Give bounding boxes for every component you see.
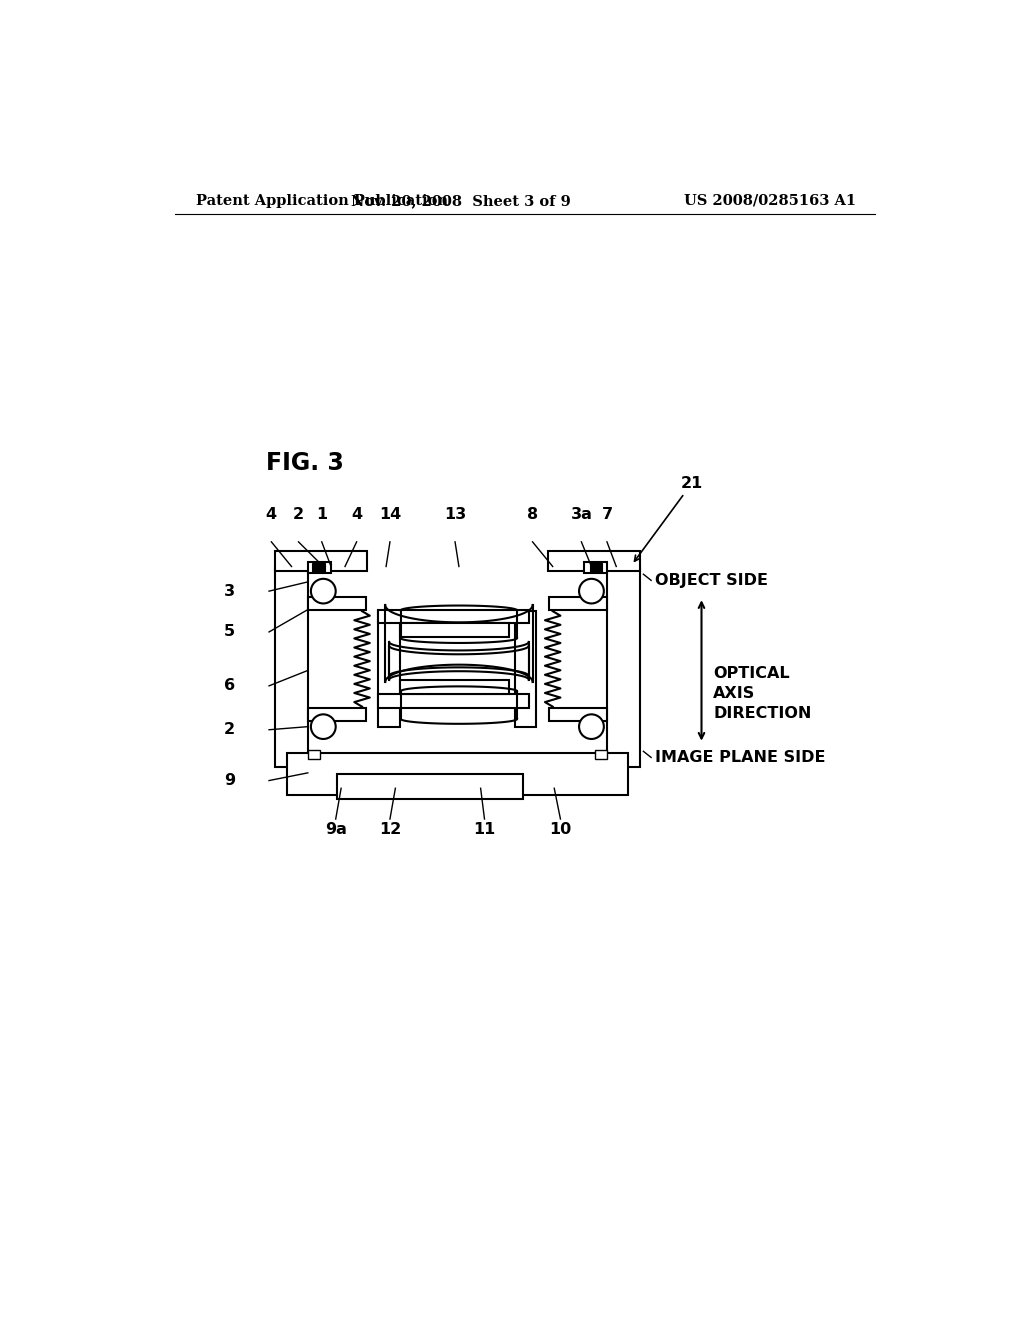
Text: 8: 8 xyxy=(527,507,539,521)
Text: 2: 2 xyxy=(293,507,304,521)
Text: OBJECT SIDE: OBJECT SIDE xyxy=(655,573,768,587)
Bar xyxy=(549,708,607,721)
Bar xyxy=(337,775,523,799)
Circle shape xyxy=(311,714,336,739)
Bar xyxy=(275,568,308,767)
Circle shape xyxy=(579,714,604,739)
Bar xyxy=(549,597,607,610)
Bar xyxy=(308,708,366,721)
Text: 3a: 3a xyxy=(570,507,592,521)
Circle shape xyxy=(579,578,604,603)
Bar xyxy=(275,552,367,572)
Bar xyxy=(308,562,331,573)
Bar xyxy=(308,750,321,759)
Text: 2: 2 xyxy=(224,722,234,738)
Bar xyxy=(595,750,607,759)
Text: 11: 11 xyxy=(473,822,496,837)
Bar xyxy=(400,681,509,694)
Circle shape xyxy=(311,578,336,603)
Text: Nov. 20, 2008  Sheet 3 of 9: Nov. 20, 2008 Sheet 3 of 9 xyxy=(351,194,571,207)
Text: OPTICAL
AXIS
DIRECTION: OPTICAL AXIS DIRECTION xyxy=(713,667,811,721)
Text: 4: 4 xyxy=(351,507,362,521)
Text: IMAGE PLANE SIDE: IMAGE PLANE SIDE xyxy=(655,750,825,766)
Text: 9a: 9a xyxy=(325,822,347,837)
Text: FIG. 3: FIG. 3 xyxy=(266,450,344,475)
Bar xyxy=(590,562,602,572)
Text: 10: 10 xyxy=(549,822,571,837)
Bar xyxy=(378,694,529,708)
Bar xyxy=(312,562,325,572)
Text: 7: 7 xyxy=(601,507,612,521)
Bar xyxy=(584,562,607,573)
Bar xyxy=(548,552,640,572)
Bar xyxy=(308,597,366,610)
Text: 14: 14 xyxy=(379,507,401,521)
Text: 3: 3 xyxy=(224,583,234,599)
Text: 1: 1 xyxy=(316,507,328,521)
Bar xyxy=(378,610,529,623)
Text: US 2008/0285163 A1: US 2008/0285163 A1 xyxy=(684,194,856,207)
Text: 12: 12 xyxy=(379,822,401,837)
Text: 9: 9 xyxy=(224,774,234,788)
Text: 4: 4 xyxy=(266,507,276,521)
Text: 5: 5 xyxy=(224,624,234,639)
Bar xyxy=(400,623,509,638)
Text: Patent Application Publication: Patent Application Publication xyxy=(197,194,449,207)
Text: 21: 21 xyxy=(681,475,703,491)
Bar xyxy=(515,611,537,726)
Bar xyxy=(287,752,628,795)
Bar xyxy=(378,611,400,726)
Text: 6: 6 xyxy=(224,678,234,693)
Text: 13: 13 xyxy=(444,507,466,521)
Bar xyxy=(607,568,640,767)
